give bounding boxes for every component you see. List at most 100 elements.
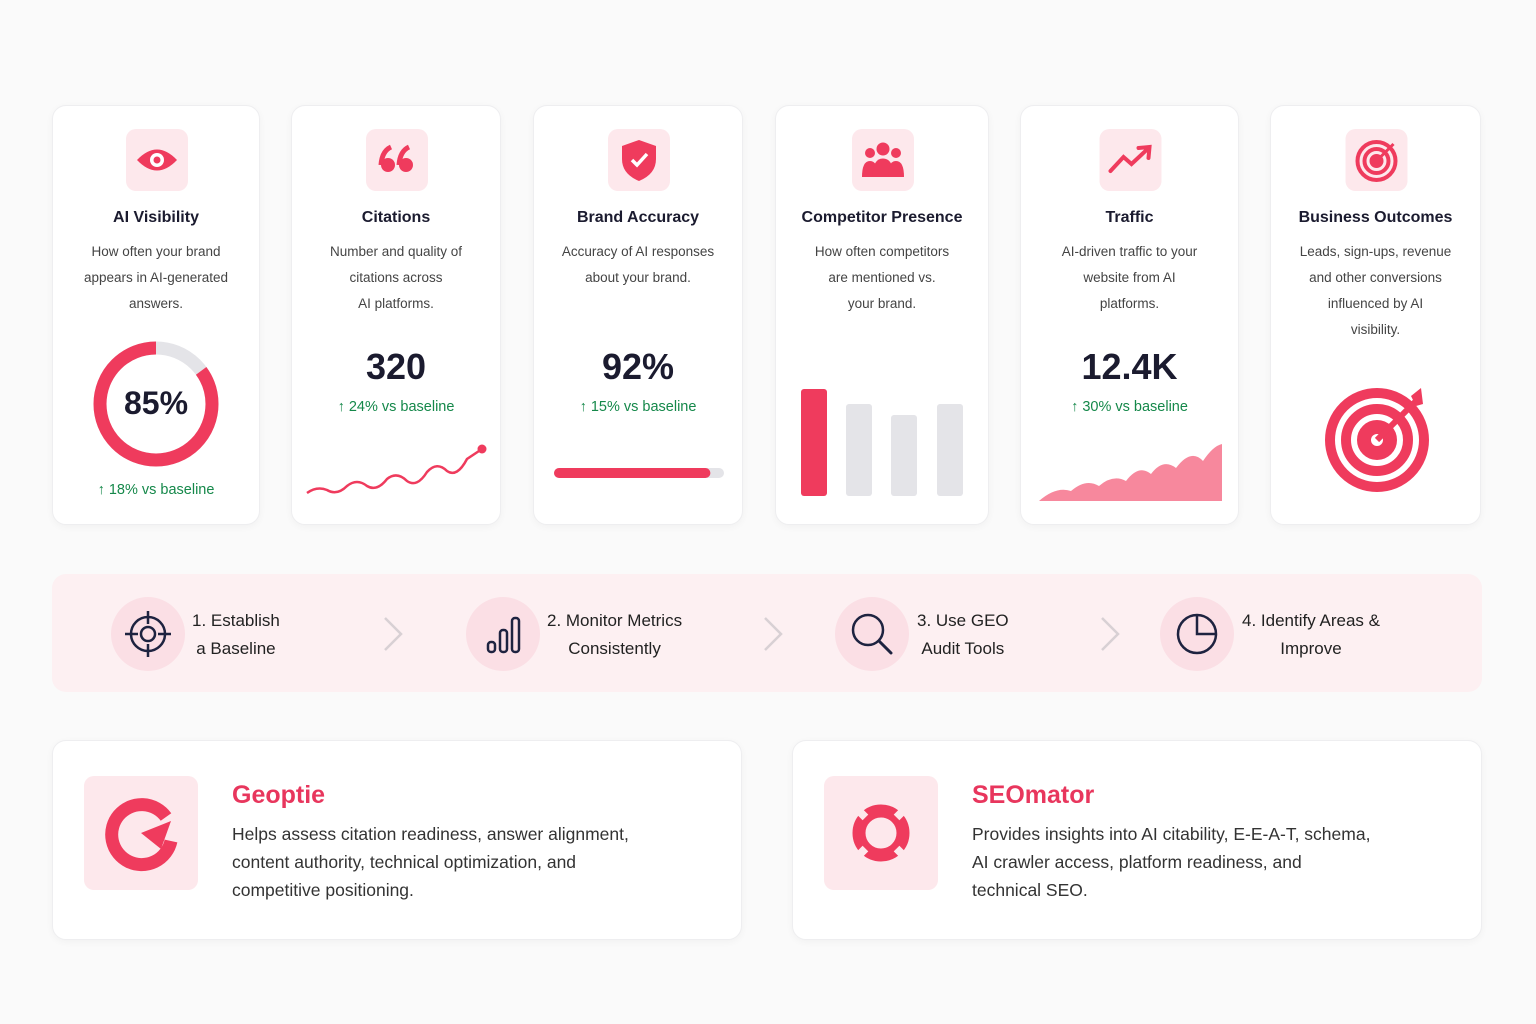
icon: [622, 140, 656, 181]
geoptie-logo: [105, 798, 178, 872]
step-label: 3. Use GEO Audit Tools: [917, 607, 1009, 663]
person-head: [891, 148, 901, 158]
card-title: AI Visibility: [113, 209, 199, 226]
icon: [378, 144, 413, 172]
arrow-up: ↑: [97, 482, 105, 498]
chevron: [1101, 617, 1120, 651]
seomator-notch: [854, 806, 869, 821]
step-icon-bg: [111, 597, 185, 671]
comparison-bar: [846, 404, 872, 496]
card-description: answers.: [128, 296, 184, 311]
seomator-notch: [893, 806, 908, 821]
metric-card: Traffic AI-driven traffic to your website …: [1020, 105, 1239, 525]
card-title: Citations: [361, 209, 431, 226]
tool-description: competitive positioning.: [232, 880, 414, 900]
card-description: Leads, sign-ups, revenue: [1299, 244, 1452, 259]
graphic: [1325, 129, 1429, 492]
quote-dot: [381, 158, 395, 172]
card-title: Competitor Presence: [801, 209, 963, 226]
step-line: Improve: [1280, 639, 1342, 658]
trend-head: [1136, 144, 1152, 160]
step-line: 1. Establish: [192, 611, 280, 630]
gauge-fill: [93, 341, 219, 467]
icon-box: [1099, 129, 1162, 191]
icon-box: [366, 129, 428, 191]
step-line: 4. Identify Areas &: [1242, 611, 1380, 630]
icon: [1355, 140, 1398, 182]
step-label: 1. Establish a Baseline: [192, 607, 280, 663]
target-ring: [1341, 404, 1413, 476]
trend-icon: [1108, 148, 1149, 173]
tool-description: AI crawler access, platform readiness, a…: [972, 852, 1302, 872]
icon: [137, 149, 177, 171]
tool-name: Geoptie: [232, 781, 326, 809]
quote-tail: [378, 144, 393, 166]
step-label: 4. Identify Areas & Improve: [1242, 607, 1380, 663]
tool-card: SEOmator Provides insights into AI citabi…: [792, 740, 1482, 940]
geoptie-arrow: [141, 821, 171, 849]
crosshair-inner: [139, 625, 157, 643]
delta-text: 15% vs baseline: [590, 399, 697, 415]
card-title: Business Outcomes: [1298, 209, 1453, 226]
arrow-up: ↑: [1071, 399, 1079, 415]
traffic-area: [1039, 444, 1222, 501]
card-description: AI-driven traffic to your: [1061, 244, 1198, 259]
quote-tail: [396, 144, 411, 166]
delta-text: 24% vs baseline: [348, 399, 455, 415]
card-description: Accuracy of AI responses: [561, 244, 715, 259]
card-description: How often competitors: [814, 244, 950, 259]
bar-icon: [498, 628, 509, 654]
seomator-ring: [852, 804, 910, 862]
card-description: visibility.: [1350, 322, 1401, 337]
card-description: appears in AI-generated: [83, 270, 229, 285]
delta: ↑ 15% vs baseline: [534, 399, 742, 415]
person-body: [888, 161, 904, 177]
person-head: [865, 148, 875, 158]
seomator-notch: [893, 845, 908, 860]
delta-text: 30% vs baseline: [1082, 399, 1188, 415]
pie-slice: [1195, 615, 1216, 636]
comparison-bar: [801, 389, 827, 496]
card-description: influenced by AI: [1327, 296, 1424, 311]
graphic: [84, 776, 198, 890]
tool-description: Helps assess citation readiness, answer …: [232, 824, 629, 844]
graphic: [801, 129, 963, 496]
seomator-notch: [854, 845, 869, 860]
eye-dot: [153, 156, 161, 164]
tool-name: SEOmator: [972, 781, 1095, 809]
tool-description: Provides insights into AI citability, E-…: [972, 824, 1371, 844]
step-line: 2. Monitor Metrics: [547, 611, 683, 630]
metric-value: 92%: [601, 346, 675, 387]
step-line: a Baseline: [196, 639, 276, 658]
card-description: Number and quality of: [329, 244, 463, 259]
sparkline: [306, 447, 483, 495]
chevron: [764, 617, 783, 651]
delta-text: 18% vs baseline: [108, 482, 215, 498]
graphic: [554, 129, 724, 478]
card-description: about your brand.: [585, 270, 691, 285]
card-description: your brand.: [847, 296, 917, 311]
card-description: AI platforms.: [358, 296, 434, 311]
card-description: citations across: [349, 270, 443, 285]
graphic: [111, 597, 1234, 671]
comparison-bar: [937, 404, 963, 496]
step-line: Audit Tools: [921, 639, 1005, 658]
sparkline-end: [477, 444, 487, 454]
magnifier: [851, 613, 885, 647]
delta: ↑ 18% vs baseline: [53, 482, 259, 498]
card-description: website from AI: [1083, 270, 1176, 285]
graphic: [1039, 129, 1222, 501]
bar-icon: [486, 640, 497, 654]
target-fletch: [1411, 388, 1423, 406]
bar-icon: [510, 616, 521, 654]
comparison-bar: [891, 415, 917, 496]
metric-value: 12.4K: [1081, 346, 1178, 387]
card-description: platforms.: [1099, 296, 1160, 311]
target-ring: [1355, 140, 1398, 182]
target-arrow: [1375, 142, 1395, 163]
step-line: 3. Use GEO: [917, 611, 1009, 630]
metric-card: Citations Number and quality of citations …: [291, 105, 501, 525]
logo-box: [824, 776, 938, 890]
check: [630, 152, 649, 168]
card-description: are mentioned vs.: [828, 270, 936, 285]
